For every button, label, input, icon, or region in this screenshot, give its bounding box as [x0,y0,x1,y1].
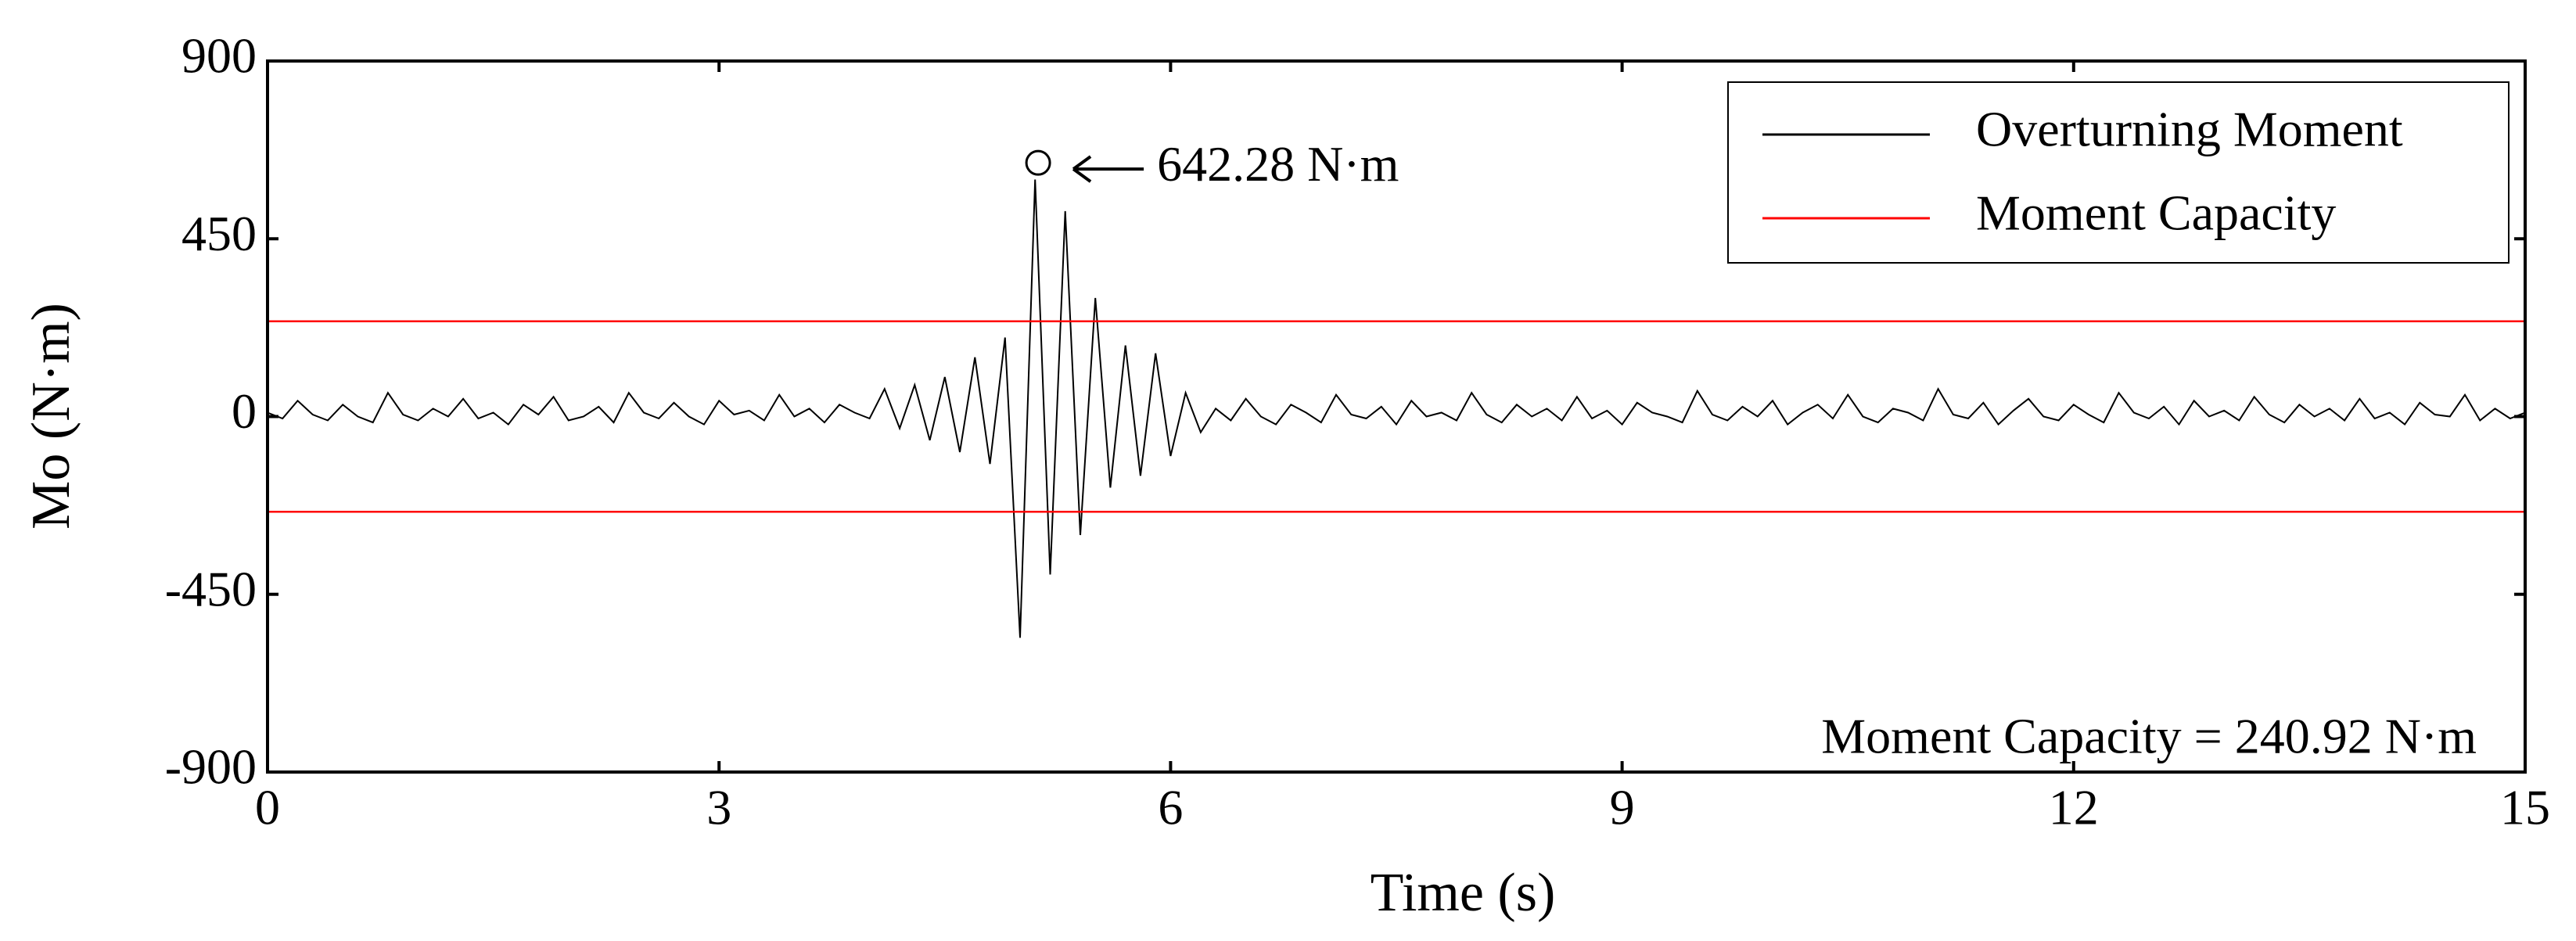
y-tick-label: 0 [232,383,257,439]
y-tick-label: 450 [181,206,257,261]
y-axis-label: Mo (N·m) [21,303,81,530]
y-tick-label: -450 [165,561,257,616]
x-tick-label: 6 [1158,780,1183,835]
data-line [267,179,2526,638]
x-axis-label: Time (s) [1371,863,1556,923]
capacity-label: Moment Capacity = 240.92 N·m [1821,709,2477,764]
x-tick-label: 9 [1610,780,1635,835]
x-tick-label: 15 [2500,780,2550,835]
legend-label: Moment Capacity [1976,185,2336,241]
legend-label: Overturning Moment [1976,102,2403,157]
arrow [1072,155,1144,183]
x-tick-label: 3 [706,780,731,835]
peak-label: 642.28 N·m [1157,136,1399,192]
legend-box [1727,81,2510,264]
y-tick-label: -900 [165,739,257,795]
x-tick-label: 0 [255,780,280,835]
plot-frame [266,59,2527,774]
data-line [268,320,2525,513]
y-tick-label: 900 [181,28,257,84]
x-tick-label: 12 [2049,780,2099,835]
peak-marker [1025,149,1051,176]
